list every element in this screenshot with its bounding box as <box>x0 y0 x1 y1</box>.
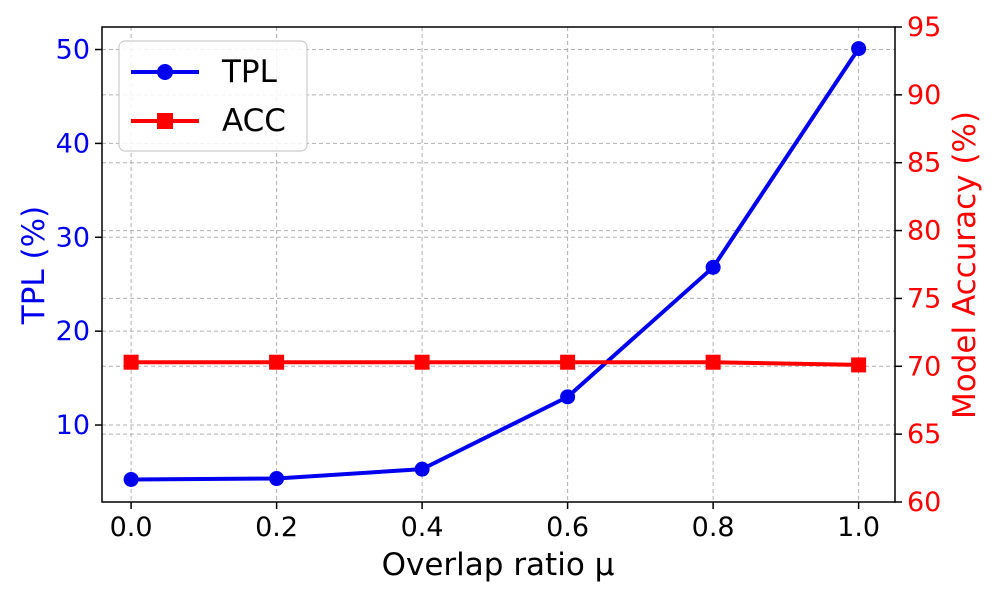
right-y-tick-label: 75 <box>907 283 941 314</box>
x-axis-ticks: 0.0 0.2 0.4 0.6 0.8 1.0 <box>110 502 880 543</box>
right-y-tick-label: 70 <box>907 351 941 382</box>
right-y-tick-label: 95 <box>907 12 941 43</box>
right-y-tick-label: 85 <box>907 148 941 179</box>
data-point-tpl <box>705 259 721 275</box>
series-layer <box>123 41 867 487</box>
data-point-tpl <box>851 41 867 57</box>
right-y-tick-label: 60 <box>907 487 941 518</box>
right-y-tick-label: 65 <box>907 419 941 450</box>
left-y-tick-label: 20 <box>56 316 90 347</box>
data-point-acc <box>851 357 867 373</box>
series-line-acc <box>131 360 859 367</box>
data-point-acc <box>269 354 285 370</box>
data-point-tpl <box>123 471 139 487</box>
data-point-tpl <box>269 471 285 487</box>
data-point-acc <box>705 354 721 370</box>
x-tick-label: 0.2 <box>255 512 298 543</box>
legend-label-acc: ACC <box>222 103 286 139</box>
plot-area-frame <box>101 26 896 503</box>
x-tick-label: 0.8 <box>692 512 735 543</box>
left-y-tick-label: 30 <box>56 222 90 253</box>
right-y-tick-label: 90 <box>907 80 941 111</box>
x-tick-label: 1.0 <box>837 512 880 543</box>
legend-label-tpl: TPL <box>221 54 278 90</box>
legend-marker-acc <box>157 113 173 129</box>
left-y-tick-label: 40 <box>56 128 90 159</box>
data-point-tpl <box>560 389 576 405</box>
x-tick-label: 0.4 <box>401 512 444 543</box>
data-point-acc <box>560 354 576 370</box>
data-point-acc <box>123 354 139 370</box>
x-tick-label: 0.0 <box>110 512 153 543</box>
x-tick-label: 0.6 <box>546 512 589 543</box>
right-y-tick-label: 80 <box>907 216 941 247</box>
legend: TPL ACC <box>118 40 308 152</box>
data-point-acc <box>414 354 430 370</box>
right-y-axis-ticks: 60 65 70 75 80 85 90 95 <box>895 12 941 518</box>
right-y-axis-title: Model Accuracy (%) <box>947 111 983 419</box>
x-axis-title: Overlap ratio μ <box>382 547 615 583</box>
grid-lines <box>102 27 895 502</box>
left-y-tick-label: 10 <box>56 410 90 441</box>
left-y-tick-label: 50 <box>56 35 90 66</box>
left-y-axis-title: TPL (%) <box>16 206 52 325</box>
left-y-axis-ticks: 10 20 30 40 50 <box>56 35 102 441</box>
legend-marker-tpl <box>157 64 173 80</box>
data-point-tpl <box>414 461 430 477</box>
series-line-tpl <box>131 47 861 482</box>
